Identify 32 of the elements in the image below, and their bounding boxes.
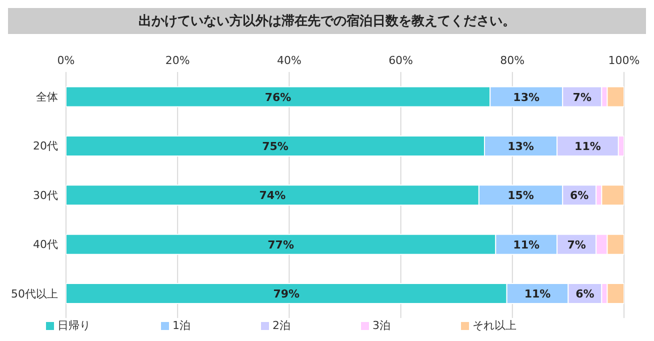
y-tick-label: 50代以上	[11, 287, 58, 300]
chart-title: 出かけていない方以外は滞在先での宿泊日数を教えてください。	[8, 8, 646, 34]
x-tick-label: 100%	[608, 54, 640, 67]
y-tick-label: 30代	[33, 188, 58, 202]
y-tick-label: 20代	[33, 140, 58, 153]
data-label: 13%	[508, 140, 534, 153]
data-label: 6%	[576, 288, 594, 301]
y-tick-label: 40代	[33, 238, 58, 252]
data-label: 7%	[572, 90, 592, 104]
x-tick-label: 20%	[165, 54, 190, 67]
data-label: 11%	[574, 140, 601, 153]
legend-label: それ以上	[472, 319, 516, 332]
legend-label: 3泊	[372, 319, 390, 332]
x-tick-label: 60%	[388, 54, 414, 67]
data-label: 11%	[513, 238, 540, 252]
data-label: 15%	[508, 189, 534, 202]
x-tick-label: 80%	[500, 54, 525, 67]
data-label: 11%	[524, 288, 551, 301]
data-label: 7%	[567, 238, 586, 252]
y-tick-label: 全体	[36, 90, 58, 104]
legend-label: 日帰り	[58, 319, 90, 332]
x-tick-label: 40%	[276, 54, 302, 67]
data-label: 74%	[259, 189, 286, 202]
data-label: 75%	[262, 140, 288, 153]
data-label: 77%	[268, 238, 294, 252]
legend-label: 1泊	[172, 319, 190, 332]
data-label: 76%	[264, 90, 292, 104]
legend-label: 2泊	[272, 319, 290, 332]
data-label: 79%	[273, 288, 300, 301]
x-tick-label: 0%	[57, 54, 75, 67]
data-label: 13%	[513, 90, 540, 104]
data-label: 6%	[570, 189, 589, 202]
